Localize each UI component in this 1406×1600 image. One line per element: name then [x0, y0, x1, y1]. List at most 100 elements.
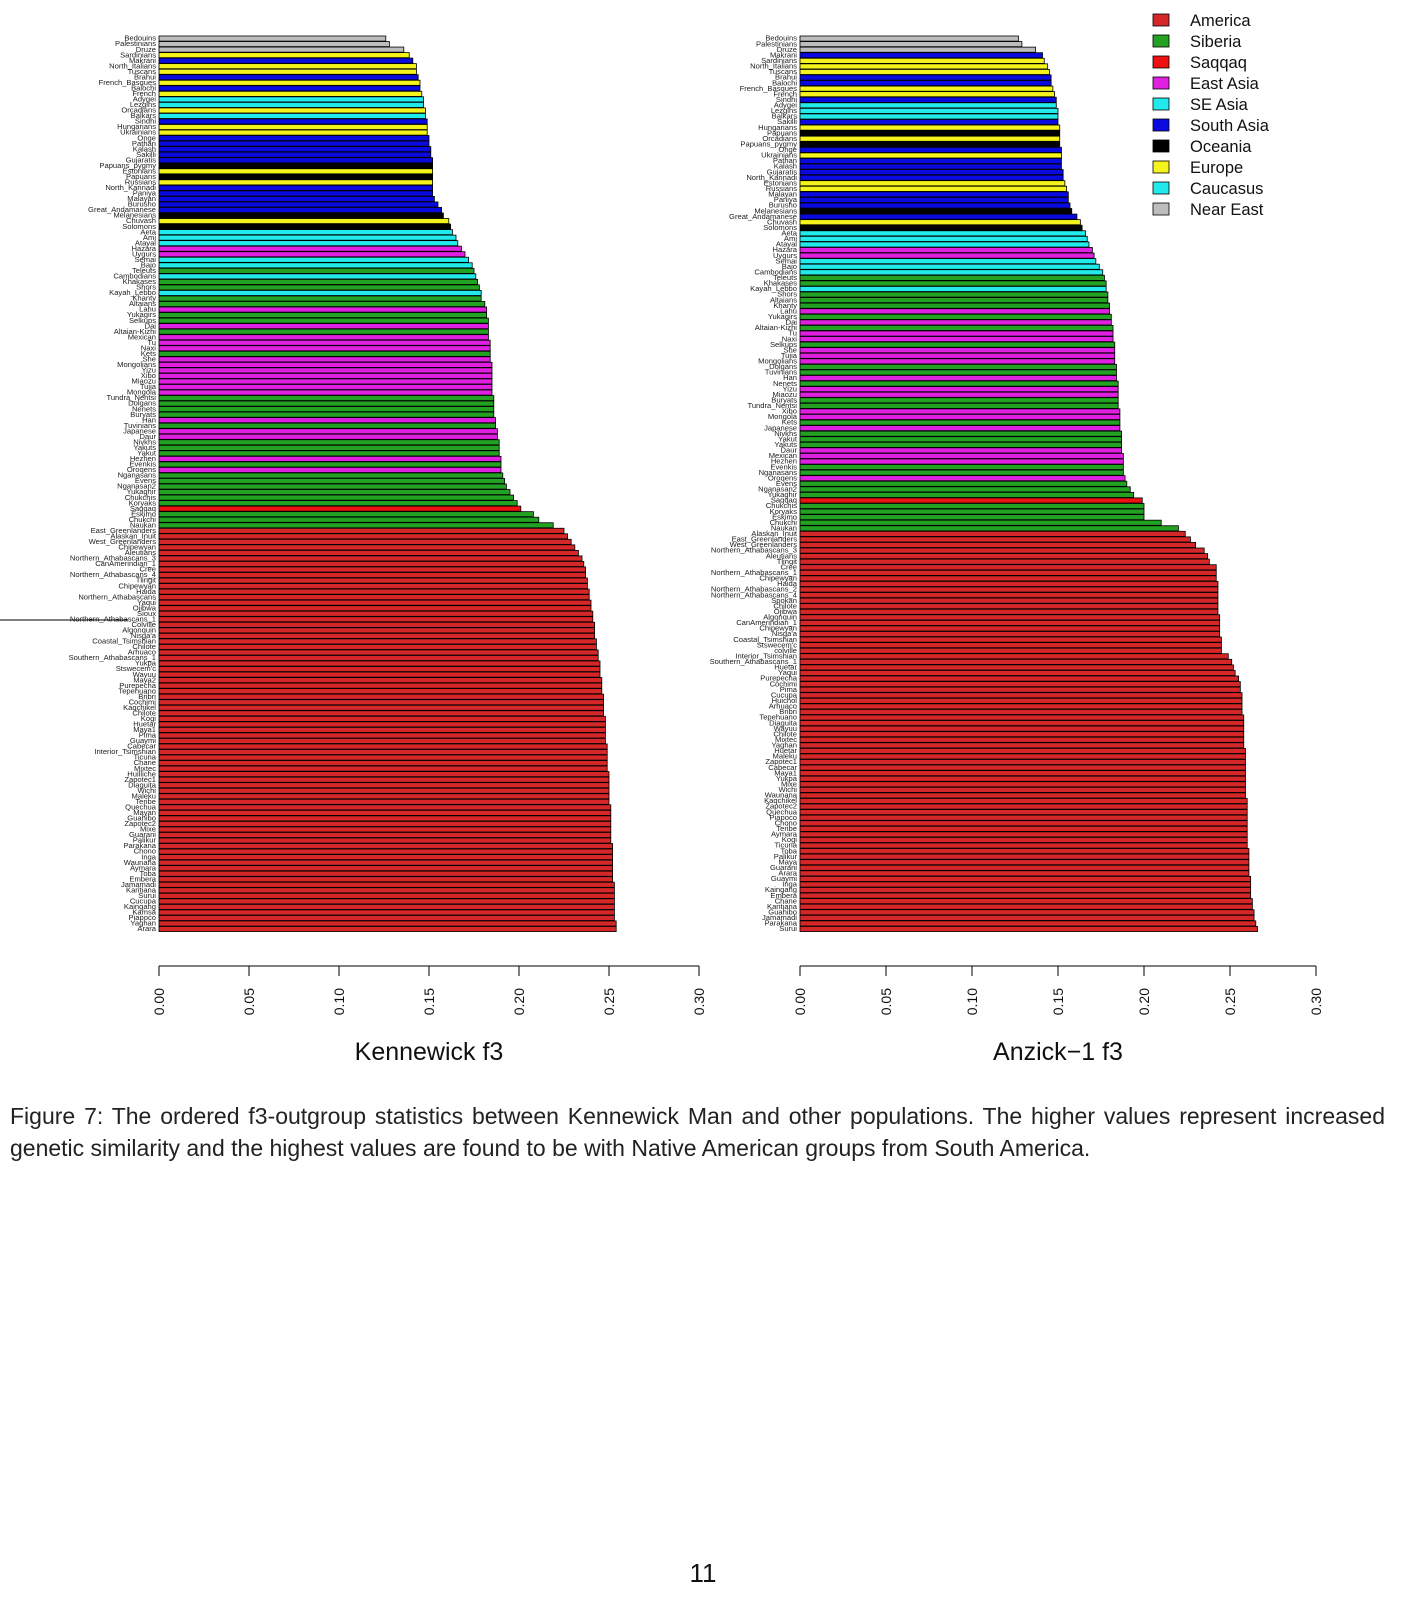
bar-kennewick-11 [158, 90, 423, 97]
x-tick-label-kennewick: 0.00 [151, 988, 167, 1015]
category-label-anzick-34: Chuvash [767, 217, 797, 226]
category-label-anzick-89: Naukan [771, 523, 797, 532]
category-label-kennewick-131: Ticuna [133, 753, 156, 762]
bar-kennewick-104 [158, 605, 592, 612]
category-label-kennewick-56: Tu [147, 338, 156, 347]
bar-kennewick-49 [158, 301, 486, 307]
bar-anzick-20 [799, 141, 1061, 148]
category-label-kennewick-122: Kaqchikel [123, 703, 156, 712]
bar-kennewick-22 [158, 151, 432, 158]
category-label-anzick-136: Wichi [778, 785, 797, 794]
bar-kennewick-101 [158, 588, 590, 595]
bar-kennewick-112 [158, 649, 599, 656]
category-label-anzick-109: Coastal_Tsimshian [733, 635, 797, 644]
category-label-kennewick-17: Hungarians [117, 122, 156, 131]
category-label-anzick-101: Northern_Athabascans_4 [711, 590, 797, 599]
category-label-kennewick-127: Pima [139, 731, 157, 740]
bar-anzick-49 [799, 302, 1111, 309]
bar-anzick-114 [799, 664, 1234, 671]
category-label-anzick-43: Cambodians [754, 267, 797, 276]
bar-anzick-72 [799, 430, 1123, 437]
category-label-kennewick-34: Chuvash [126, 216, 156, 225]
category-label-anzick-134: Yukpa [776, 774, 798, 783]
bar-kennewick-36 [158, 229, 453, 236]
category-label-kennewick-128: Guaymi [130, 736, 156, 745]
category-label-kennewick-92: West_Greenlanders [89, 537, 157, 546]
category-label-kennewick-93: Chipewyan [118, 543, 156, 552]
bar-anzick-136 [799, 786, 1246, 793]
x-tick-label-kennewick: 0.10 [331, 988, 347, 1015]
category-label-kennewick-46: Shors [136, 283, 156, 292]
bar-kennewick-54 [158, 328, 489, 335]
category-label-kennewick-149: Inga [141, 852, 157, 861]
category-label-anzick-73: Yakut [778, 434, 798, 443]
bar-kennewick-18 [158, 129, 428, 136]
category-label-anzick-124: Diaguita [769, 718, 798, 727]
category-label-anzick-107: Chipewyan [759, 624, 797, 633]
bar-kennewick-127 [158, 732, 606, 739]
bar-anzick-27 [799, 180, 1066, 187]
bar-anzick-90 [799, 530, 1186, 537]
bar-anzick-5 [799, 57, 1045, 64]
category-label-anzick-158: Guahibo [768, 907, 797, 916]
category-label-kennewick-140: Quechua [125, 802, 157, 811]
category-label-kennewick-54: Altaian-Kizhi [114, 327, 157, 336]
bar-anzick-55 [799, 336, 1114, 343]
bar-anzick-78 [799, 464, 1124, 471]
bar-kennewick-12 [158, 96, 425, 103]
bar-kennewick-29 [158, 190, 434, 197]
category-label-anzick-21: Onge [778, 145, 797, 154]
category-label-anzick-135: Mixe [781, 779, 797, 788]
category-label-kennewick-55: Mexican [128, 332, 156, 341]
category-label-kennewick-73: Daur [140, 432, 157, 441]
bar-anzick-48 [799, 297, 1109, 304]
category-label-kennewick-110: Coastal_Tsimshian [92, 637, 156, 646]
bar-anzick-14 [799, 107, 1059, 114]
bar-kennewick-158 [158, 903, 615, 910]
category-label-kennewick-13: Lezgins [130, 100, 156, 109]
category-label-anzick-128: Yaghan [771, 741, 797, 750]
category-label-kennewick-21: Kalash [133, 144, 156, 153]
category-label-kennewick-59: She [142, 354, 156, 363]
category-label-anzick-66: Buryats [771, 395, 797, 404]
category-label-anzick-110: Stswecem'c [757, 640, 797, 649]
category-label-kennewick-51: Yukagirs [127, 310, 156, 319]
bar-kennewick-116 [158, 671, 601, 678]
bar-kennewick-105 [158, 610, 594, 617]
bar-anzick-39 [799, 247, 1093, 253]
category-label-kennewick-68: Nenets [132, 404, 156, 413]
category-label-kennewick-121: Cochimi [129, 697, 157, 706]
bar-anzick-25 [799, 169, 1064, 176]
category-label-anzick-144: Aymara [771, 830, 798, 839]
bar-anzick-135 [799, 781, 1246, 788]
category-label-anzick-111: colville [774, 646, 797, 655]
bar-kennewick-72 [158, 428, 498, 435]
category-label-kennewick-50: Lahu [139, 305, 156, 314]
legend-swatch-siberia [1152, 34, 1170, 48]
legend-label-east-asia: East Asia [1190, 75, 1260, 93]
bar-anzick-75 [799, 447, 1123, 454]
bar-kennewick-14 [158, 107, 426, 114]
category-label-anzick-147: Toba [781, 846, 798, 855]
category-label-anzick-145: Kogi [782, 835, 798, 844]
category-label-kennewick-135: Zapotec1 [124, 775, 156, 784]
bar-anzick-155 [799, 892, 1252, 899]
category-label-kennewick-134: Huilliche [127, 769, 156, 778]
category-label-anzick-83: Yukaghir [767, 490, 797, 499]
bar-kennewick-142 [158, 815, 612, 822]
bar-kennewick-77 [158, 455, 502, 462]
category-label-kennewick-90: East_Greenlanders [91, 526, 157, 535]
bar-kennewick-81 [158, 478, 506, 484]
bar-kennewick-70 [158, 417, 497, 424]
bar-kennewick-10 [158, 85, 421, 92]
bar-anzick-127 [799, 736, 1245, 743]
bar-kennewick-28 [158, 184, 434, 191]
bar-kennewick-145 [158, 832, 612, 838]
category-label-anzick-51: Yukagirs [768, 312, 797, 321]
bar-kennewick-110 [158, 638, 597, 645]
bar-anzick-110 [799, 642, 1222, 649]
bar-anzick-157 [799, 903, 1253, 910]
bar-kennewick-108 [158, 627, 596, 634]
category-label-anzick-25: Gujaratis [767, 167, 798, 176]
category-label-anzick-91: East_Greenlanders [732, 535, 798, 544]
